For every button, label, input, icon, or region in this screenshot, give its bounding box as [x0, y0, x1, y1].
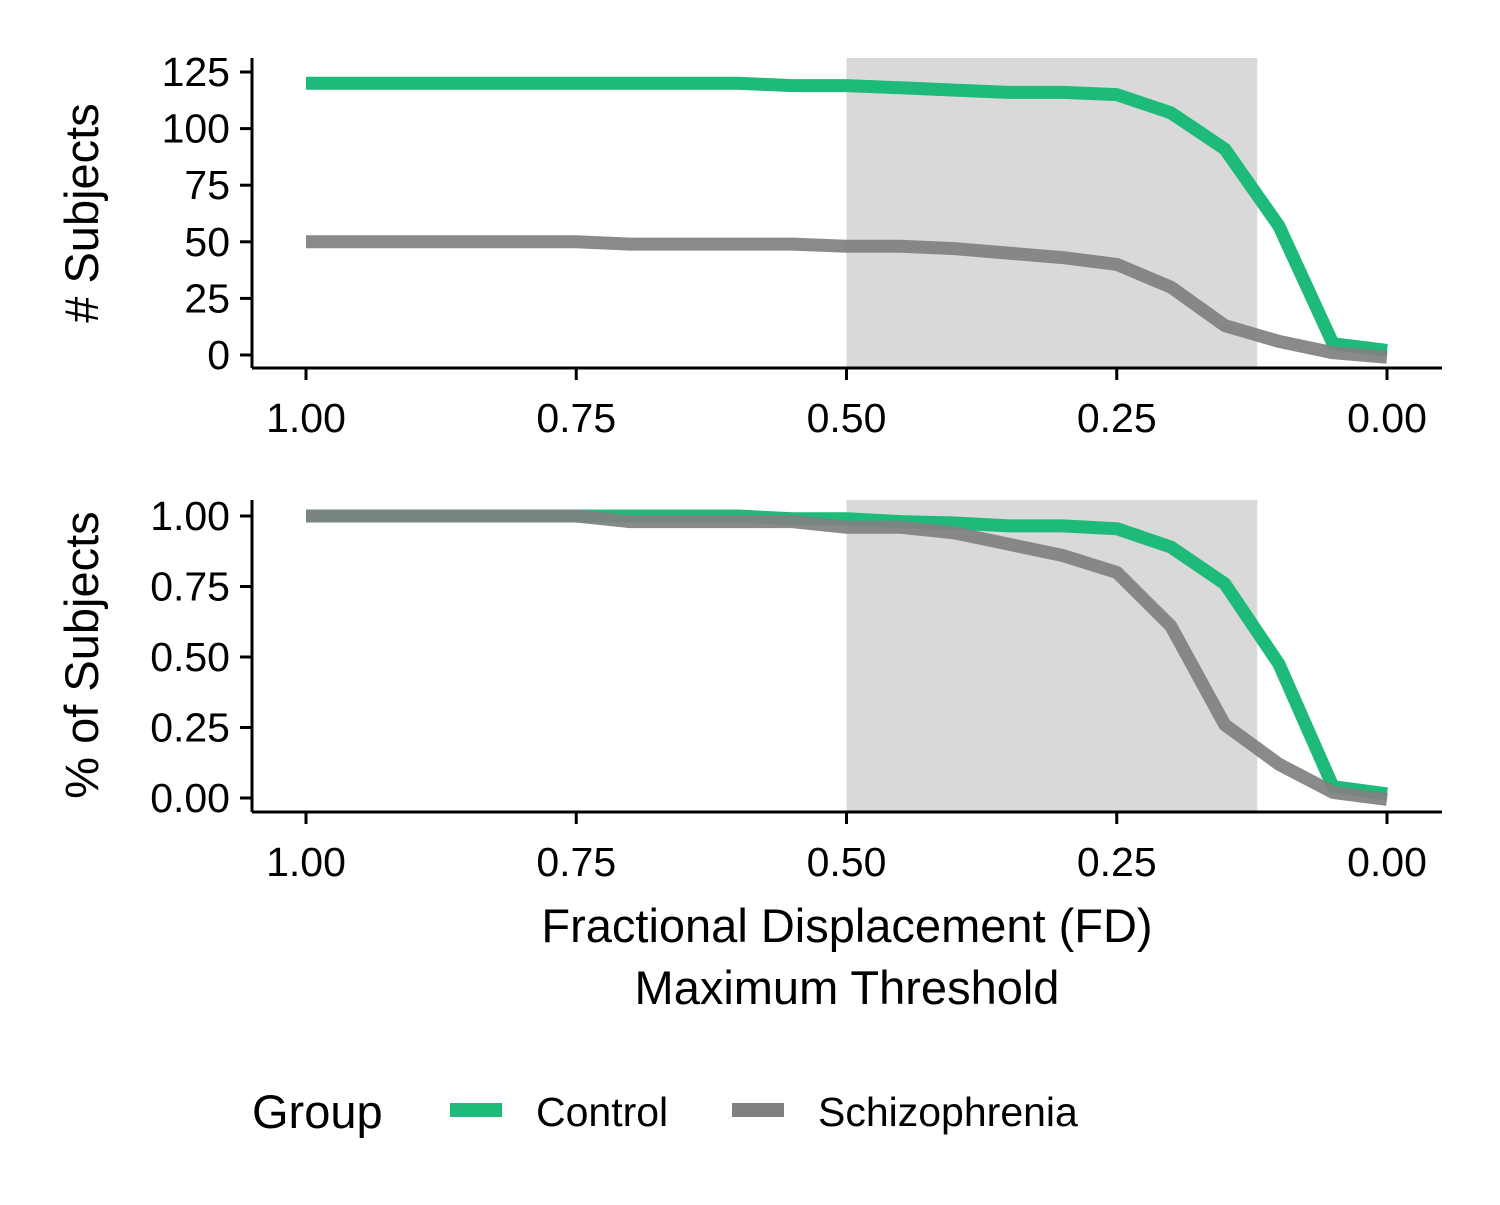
- y-tick-label: 75: [184, 162, 230, 208]
- y-axis-title: # Subjects: [55, 103, 108, 322]
- series-line-schizophrenia: [306, 235, 1388, 364]
- legend-schizophrenia-label: Schizophrenia: [818, 1089, 1078, 1135]
- panel-percent: 0.00 0.25 0.50 0.75 1.00 1.00 0.75 0.50 0.25 0.00…: [55, 493, 1442, 1014]
- y-tick-label: 0.00: [150, 775, 230, 821]
- x-tick-label: 0.50: [807, 395, 887, 441]
- series-line-schizophrenia: [306, 509, 1388, 806]
- x-tick-label: 0.50: [807, 839, 887, 885]
- y-tick-label: 125: [162, 49, 230, 95]
- x-tick-label: 0.25: [1077, 839, 1157, 885]
- legend-control-label: Control: [536, 1089, 668, 1135]
- x-tick-label: 0.25: [1077, 395, 1157, 441]
- x-tick-label: 1.00: [266, 839, 346, 885]
- legend: Group Control Schizophrenia: [252, 1085, 1078, 1138]
- shaded-region: [846, 58, 1258, 368]
- legend-title: Group: [252, 1085, 383, 1138]
- x-tick-label: 0.00: [1347, 395, 1427, 441]
- series-line-control: [306, 76, 1388, 357]
- y-tick-label: 0.75: [150, 564, 230, 610]
- y-tick-label: 1.00: [150, 493, 230, 539]
- y-tick-label: 25: [184, 275, 230, 321]
- x-tick-label: 1.00: [266, 395, 346, 441]
- x-tick-label: 0.75: [536, 395, 616, 441]
- x-tick-label: 0.00: [1347, 839, 1427, 885]
- y-tick-label: 100: [162, 106, 230, 152]
- y-tick-label: 0.50: [150, 634, 230, 680]
- x-tick-label: 0.75: [536, 839, 616, 885]
- y-tick-label: 0.25: [150, 705, 230, 751]
- panel-count: 0 25 50 75 100 125 1.00 0.75 0.50 0.25 0.00 # Subje…: [55, 49, 1442, 441]
- y-axis-title: % of Subjects: [55, 511, 108, 798]
- y-tick-label: 50: [184, 219, 230, 265]
- y-tick-label: 0: [207, 332, 230, 378]
- x-axis-title: Fractional Displacement (FD) Maximum Thre…: [541, 899, 1152, 1014]
